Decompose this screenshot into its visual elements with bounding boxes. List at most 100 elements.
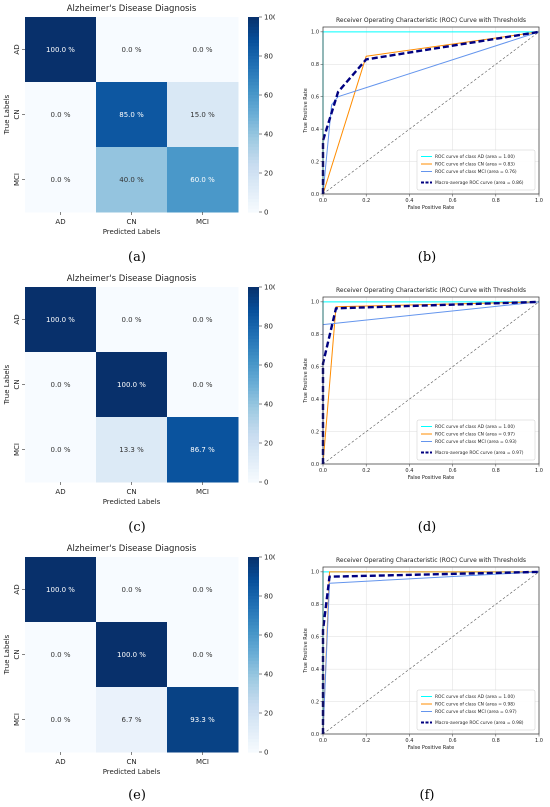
colorbar-segment — [248, 365, 259, 369]
colorbar-segment — [248, 374, 259, 379]
colorbar-tick-label: 100 — [264, 284, 275, 292]
colorbar-segment — [248, 192, 259, 197]
legend-box — [416, 149, 536, 191]
roc-series-line-3 — [321, 30, 540, 194]
colorbar-segment — [248, 677, 259, 682]
heatmap-cell — [167, 17, 239, 83]
colorbar-segment — [248, 452, 259, 457]
colorbar-segment — [248, 586, 259, 591]
colorbar-segment — [248, 628, 259, 633]
colorbar-segment — [248, 355, 259, 360]
colorbar-segment — [248, 465, 259, 470]
colorbar-segment — [248, 592, 259, 597]
colorbar-segment — [248, 680, 259, 685]
colorbar-segment — [248, 91, 259, 96]
y-axis-label: True Labels — [3, 634, 11, 675]
plot-frame — [322, 26, 540, 195]
x-tick-label: 0.2 — [362, 198, 370, 204]
colorbar-segment — [248, 326, 259, 330]
caption-b: (b) — [417, 250, 437, 265]
colorbar-segment — [248, 557, 259, 561]
colorbar-segment — [248, 300, 259, 304]
legend-entry: ROC curve of class CN (area = 0.98) — [435, 702, 515, 708]
heatmap-title: Alzheimer's Disease Diagnosis — [67, 544, 197, 554]
colorbar-segment — [248, 65, 259, 70]
colorbar-segment — [248, 719, 259, 724]
colorbar-segment — [248, 111, 259, 116]
colorbar-segment — [248, 420, 259, 425]
colorbar-segment — [248, 570, 259, 574]
heatmap-cell — [25, 622, 97, 688]
colorbar-segment — [248, 745, 259, 750]
colorbar-segment — [248, 413, 259, 418]
colorbar-segment — [248, 361, 259, 366]
colorbar-segment — [248, 436, 259, 441]
colorbar-segment — [248, 560, 259, 565]
heatmap-cell-label: 0.0 % — [50, 716, 70, 724]
legend-entry: ROC curve of class MCI (area = 0.93) — [435, 439, 517, 445]
colorbar-segment — [248, 186, 259, 190]
colorbar-segment — [248, 127, 259, 132]
x-axis-label: Predicted Labels — [103, 498, 161, 506]
colorbar-segment — [248, 176, 259, 181]
heatmap-cell-label: 0.0 % — [121, 586, 141, 594]
caption-d: (d) — [417, 520, 437, 535]
roc-title: Receiver Operating Characteristic (ROC) … — [336, 557, 526, 564]
colorbar-segment — [248, 716, 259, 721]
colorbar-segment — [248, 654, 259, 659]
heatmap-cell — [167, 557, 239, 623]
colorbar-segment — [248, 150, 259, 155]
colorbar-segment — [248, 381, 259, 386]
heatmap-cell — [25, 687, 97, 753]
y-tick-label: MCI — [13, 443, 21, 456]
confusion-matrix-a-svg: Alzheimer's Disease Diagnosis 100.0 % 0.0 … — [3, 4, 277, 236]
colorbar-segment — [248, 615, 259, 620]
heatmap-cell — [96, 622, 168, 688]
confusion-matrix-c: Alzheimer's Disease Diagnosis 100.0 % 0.0 … — [0, 270, 277, 515]
heatmap-cell-label: 86.7 % — [190, 446, 215, 454]
colorbar-segment — [248, 296, 259, 301]
colorbar-segment — [248, 195, 259, 200]
colorbar-segment — [248, 189, 259, 194]
colorbar-segment — [248, 322, 259, 327]
colorbar-tick-label: 40 — [264, 671, 273, 679]
heatmap-cell-label: 0.0 % — [121, 316, 141, 324]
colorbar-segment — [248, 358, 259, 363]
confusion-matrix-a: Alzheimer's Disease Diagnosis 100.0 % 0.0 … — [0, 0, 277, 245]
heatmap-cell-label: 100.0 % — [117, 381, 146, 389]
colorbar-segment — [248, 69, 259, 73]
y-tick-label: 0.0 — [311, 192, 319, 198]
colorbar-tick-label: 0 — [264, 479, 268, 487]
colorbar-segment — [248, 72, 259, 77]
heatmap-cell — [96, 82, 168, 148]
colorbar-segment — [248, 667, 259, 672]
colorbar-segment — [248, 579, 259, 584]
colorbar-segment — [248, 59, 259, 64]
colorbar-segment — [248, 596, 259, 600]
colorbar-segment — [248, 140, 259, 145]
colorbar-segment — [248, 49, 259, 54]
y-tick-label: 0.4 — [311, 397, 319, 403]
y-axis-label: True Positive Rate — [303, 358, 309, 404]
roc-chart-f-svg: Receiver Operating Characteristic (ROC) … — [303, 557, 543, 751]
heatmap-cell-label: 100.0 % — [46, 46, 75, 54]
heatmap-cell-label: 13.3 % — [119, 446, 144, 454]
x-tick-label: 0.2 — [362, 468, 370, 474]
x-axis-label: Predicted Labels — [103, 768, 161, 776]
confusion-matrix-e-svg: Alzheimer's Disease Diagnosis 100.0 % 0.0 … — [3, 544, 277, 776]
colorbar-segment — [248, 456, 259, 460]
colorbar-segment — [248, 85, 259, 90]
colorbar-segment — [248, 410, 259, 415]
colorbar-segment — [248, 199, 259, 203]
colorbar-segment — [248, 342, 259, 347]
heatmap-cell — [96, 687, 168, 753]
colorbar-tick-label: 20 — [264, 710, 273, 718]
colorbar-segment — [248, 335, 259, 340]
caption-c: (c) — [128, 520, 146, 535]
colorbar-tick-label: 60 — [264, 362, 273, 370]
colorbar-segment — [248, 732, 259, 737]
roc-series-line-2 — [322, 571, 540, 735]
colorbar-segment — [248, 417, 259, 421]
colorbar-segment — [248, 735, 259, 740]
x-tick-label: 1.0 — [535, 468, 543, 474]
